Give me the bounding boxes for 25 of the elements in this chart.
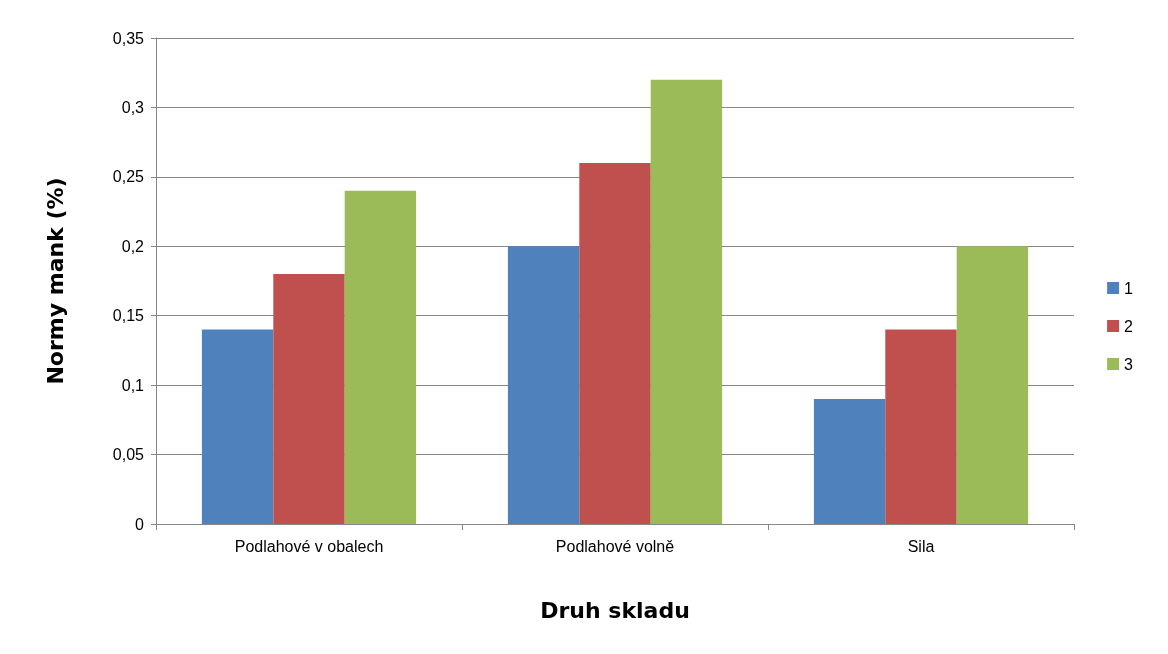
bar [885,329,957,524]
x-tick-label: Podlahové v obalech [234,537,384,555]
y-tick-label: 0,25 [112,168,145,186]
bar [813,399,886,524]
bar [201,329,274,524]
y-tick-label: 0,05 [112,446,145,464]
legend-label: 2 [1124,317,1134,335]
y-tick-label: 0,3 [121,98,145,116]
bar [579,162,651,524]
y-tick-label: 0,1 [121,376,145,394]
bar [344,190,417,524]
x-tick-label: Sila [907,537,935,555]
bar [273,274,345,524]
bar [507,246,580,524]
legend-label: 1 [1124,279,1134,297]
bar [650,79,723,524]
y-tick-label: 0 [135,515,145,533]
x-tick-label: Podlahové volně [555,537,675,555]
y-tick-label: 0,35 [112,29,145,47]
x-axis-title: Druh skladu [540,597,690,623]
y-tick-label: 0,15 [112,307,145,325]
y-tick-label: 0,2 [121,237,145,255]
legend-label: 3 [1124,355,1134,373]
bar [956,246,1029,524]
y-axis-title: Normy mank (%) [42,177,68,385]
